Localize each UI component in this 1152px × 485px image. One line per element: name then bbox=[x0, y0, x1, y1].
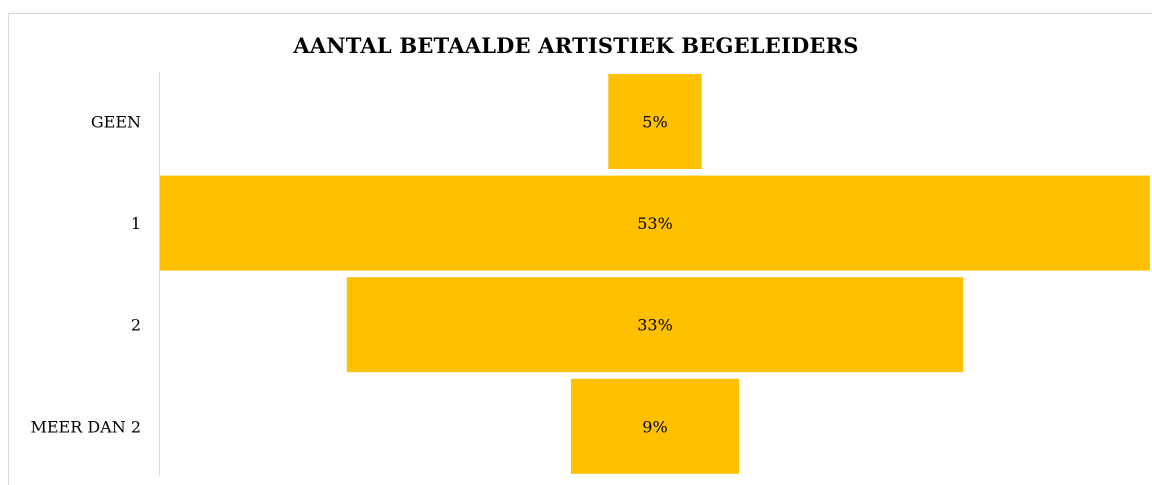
bar-0 bbox=[608, 74, 702, 169]
data-label-2: 33% bbox=[637, 316, 673, 335]
chart-title: AANTAL BETAALDE ARTISTIEK BEGELEIDERS bbox=[293, 33, 859, 58]
category-label-1: 1 bbox=[131, 214, 141, 233]
bars-group: 5% 53% 33% 9% bbox=[160, 74, 1150, 474]
data-label-3: 9% bbox=[642, 417, 667, 436]
data-label-0: 5% bbox=[642, 113, 667, 132]
category-label-3: MEER DAN 2 bbox=[30, 417, 141, 436]
bar-2 bbox=[346, 277, 964, 373]
bar-1 bbox=[160, 175, 1150, 271]
category-label-2: 2 bbox=[131, 316, 141, 335]
category-labels-group: GEEN 1 2 MEER DAN 2 bbox=[30, 113, 141, 437]
data-label-1: 53% bbox=[637, 214, 673, 233]
category-label-0: GEEN bbox=[91, 113, 141, 132]
bar-3 bbox=[570, 378, 739, 474]
